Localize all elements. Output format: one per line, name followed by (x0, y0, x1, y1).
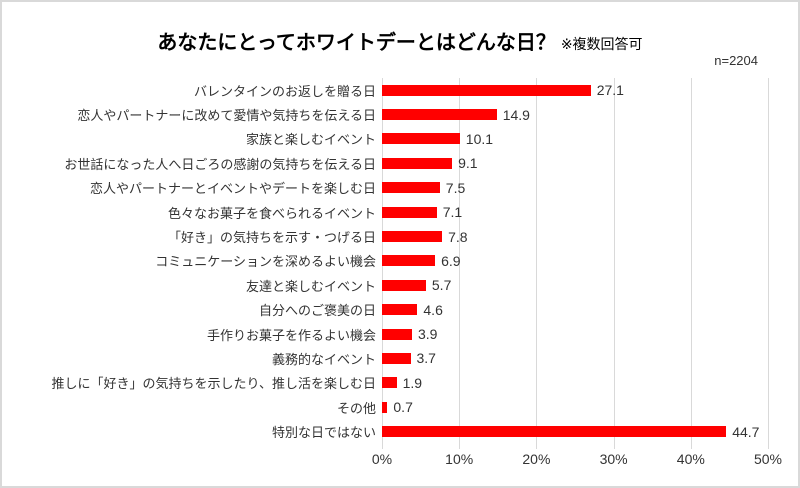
chart-row: その他 0.7 (2, 395, 798, 419)
value-label: 7.1 (442, 204, 463, 221)
category-label: 特別な日ではない (271, 425, 376, 441)
bar-zone: 6.9 (382, 249, 798, 273)
value-label: 7.8 (448, 228, 468, 245)
value-label: 3.9 (418, 326, 438, 343)
value-label: 9.1 (458, 155, 478, 172)
category-label: コミュニケーションを深めるよい機会 (155, 254, 376, 270)
bar (382, 279, 426, 291)
bar (382, 157, 453, 169)
bar (382, 426, 727, 438)
category-label: 恋人やパートナーに改めて愛情や気持ちを伝える日 (77, 108, 376, 124)
chart-row: 「好き」の気持ちを示す・つげる日 7.8 (2, 224, 798, 248)
value-label: 1.9 (402, 374, 423, 391)
bar (382, 401, 388, 413)
chart-row: コミュニケーションを深めるよい機会 6.9 (2, 249, 798, 273)
category-label: 推しに「好き」の気持ちを示したり、推し活を楽しむ日 (51, 376, 376, 392)
bar (382, 182, 440, 194)
chart-row: お世話になった人へ日ごろの感謝の気持ちを伝える日 9.1 (2, 151, 798, 175)
bar-zone: 3.7 (382, 346, 798, 370)
gridline (536, 78, 538, 449)
chart-row: 推しに「好き」の気持ちを示したり、推し活を楽しむ日 1.9 (2, 371, 798, 395)
bar (382, 206, 437, 218)
bar-zone: 14.9 (382, 102, 798, 126)
bar (382, 352, 411, 364)
value-label: 7.5 (445, 179, 466, 196)
chart-title-block: あなたにとってホワイトデーとはどんな日？ ※複数回答可 (2, 26, 798, 55)
bar-zone: 7.1 (382, 200, 798, 224)
bar-zone: 7.5 (382, 176, 798, 200)
value-label: 27.1 (596, 82, 624, 99)
category-label: 家族と楽しむイベント (245, 132, 376, 148)
category-label: 恋人やパートナーとイベントやデートを楽しむ日 (89, 181, 376, 197)
category-label: その他 (336, 400, 376, 416)
chart-row: 自分へのご褒美の日 4.6 (2, 298, 798, 322)
category-label: 自分へのご褒美の日 (258, 303, 376, 319)
x-axis-tick-label: 30% (599, 451, 628, 467)
sample-size-label: n=2204 (714, 53, 758, 68)
bar (382, 231, 443, 243)
bar-zone: 0.7 (382, 395, 798, 419)
chart-title-note: ※複数回答可 (560, 36, 643, 52)
chart-row: 友達と楽しむイベント 5.7 (2, 273, 798, 297)
bar (382, 255, 436, 267)
chart-rows: バレンタインのお返しを贈る日 27.1 恋人やパートナーに改めて愛情や気持ちを伝える… (2, 78, 798, 444)
chart-row: 手作りお菓子を作るよい機会 3.9 (2, 322, 798, 346)
x-axis-tick-label: 20% (522, 451, 551, 467)
gridline (768, 78, 769, 449)
x-axis-tick-label: 50% (753, 451, 783, 467)
bar (382, 328, 412, 340)
bar (382, 109, 497, 121)
x-axis: 0% 10% 20% 30% 40% 50% (372, 451, 782, 473)
category-label: 義務的なイベント (271, 351, 376, 367)
chart-title: あなたにとってホワイトデーとはどんな日？ (157, 32, 556, 54)
bar-zone: 7.8 (382, 224, 798, 248)
x-axis-tick-label: 40% (676, 451, 705, 467)
chart-row: 恋人やパートナーとイベントやデートを楽しむ日 7.5 (2, 176, 798, 200)
value-label: 0.7 (393, 399, 413, 416)
bar (382, 133, 460, 145)
chart-row: バレンタインのお返しを贈る日 27.1 (2, 78, 798, 102)
bar-zone: 1.9 (382, 371, 798, 395)
category-label: 友達と楽しむイベント (245, 278, 376, 294)
bar-zone: 3.9 (382, 322, 798, 346)
bar-chart-plot: バレンタインのお返しを贈る日 27.1 恋人やパートナーに改めて愛情や気持ちを伝える… (2, 78, 798, 449)
chart-row: 色々なお菓子を食べられるイベント 7.1 (2, 200, 798, 224)
x-axis-tick-label: 0% (371, 451, 393, 467)
bar-zone: 44.7 (382, 419, 798, 443)
value-label: 6.9 (441, 252, 461, 269)
bar (382, 84, 591, 96)
bar-zone: 10.1 (382, 127, 798, 151)
category-label: 「好き」の気持ちを示す・つげる日 (167, 230, 376, 246)
value-label: 44.7 (732, 423, 760, 440)
chart-row: 特別な日ではない 44.7 (2, 419, 798, 443)
chart-row: 義務的なイベント 3.7 (2, 346, 798, 370)
gridline (459, 78, 461, 449)
value-label: 3.7 (416, 350, 436, 367)
value-label: 14.9 (502, 106, 530, 123)
bar (382, 304, 418, 316)
bar-zone: 27.1 (382, 78, 798, 102)
chart-row: 恋人やパートナーに改めて愛情や気持ちを伝える日 14.9 (2, 102, 798, 126)
gridline (690, 78, 692, 449)
category-label: お世話になった人へ日ごろの感謝の気持ちを伝える日 (64, 156, 376, 172)
value-label: 10.1 (465, 130, 494, 147)
category-label: 色々なお菓子を食べられるイベント (167, 205, 376, 221)
bar-zone: 4.6 (382, 298, 798, 322)
gridline (613, 78, 615, 449)
chart-row: 家族と楽しむイベント 10.1 (2, 127, 798, 151)
value-label: 4.6 (423, 301, 443, 318)
category-label: 手作りお菓子を作るよい機会 (206, 327, 376, 343)
category-label: バレンタインのお返しを贈る日 (193, 83, 376, 99)
bar (382, 377, 397, 389)
bar-zone: 5.7 (382, 273, 798, 297)
bar-zone: 9.1 (382, 151, 798, 175)
x-axis-tick-label: 10% (445, 451, 474, 467)
value-label: 5.7 (431, 277, 452, 294)
